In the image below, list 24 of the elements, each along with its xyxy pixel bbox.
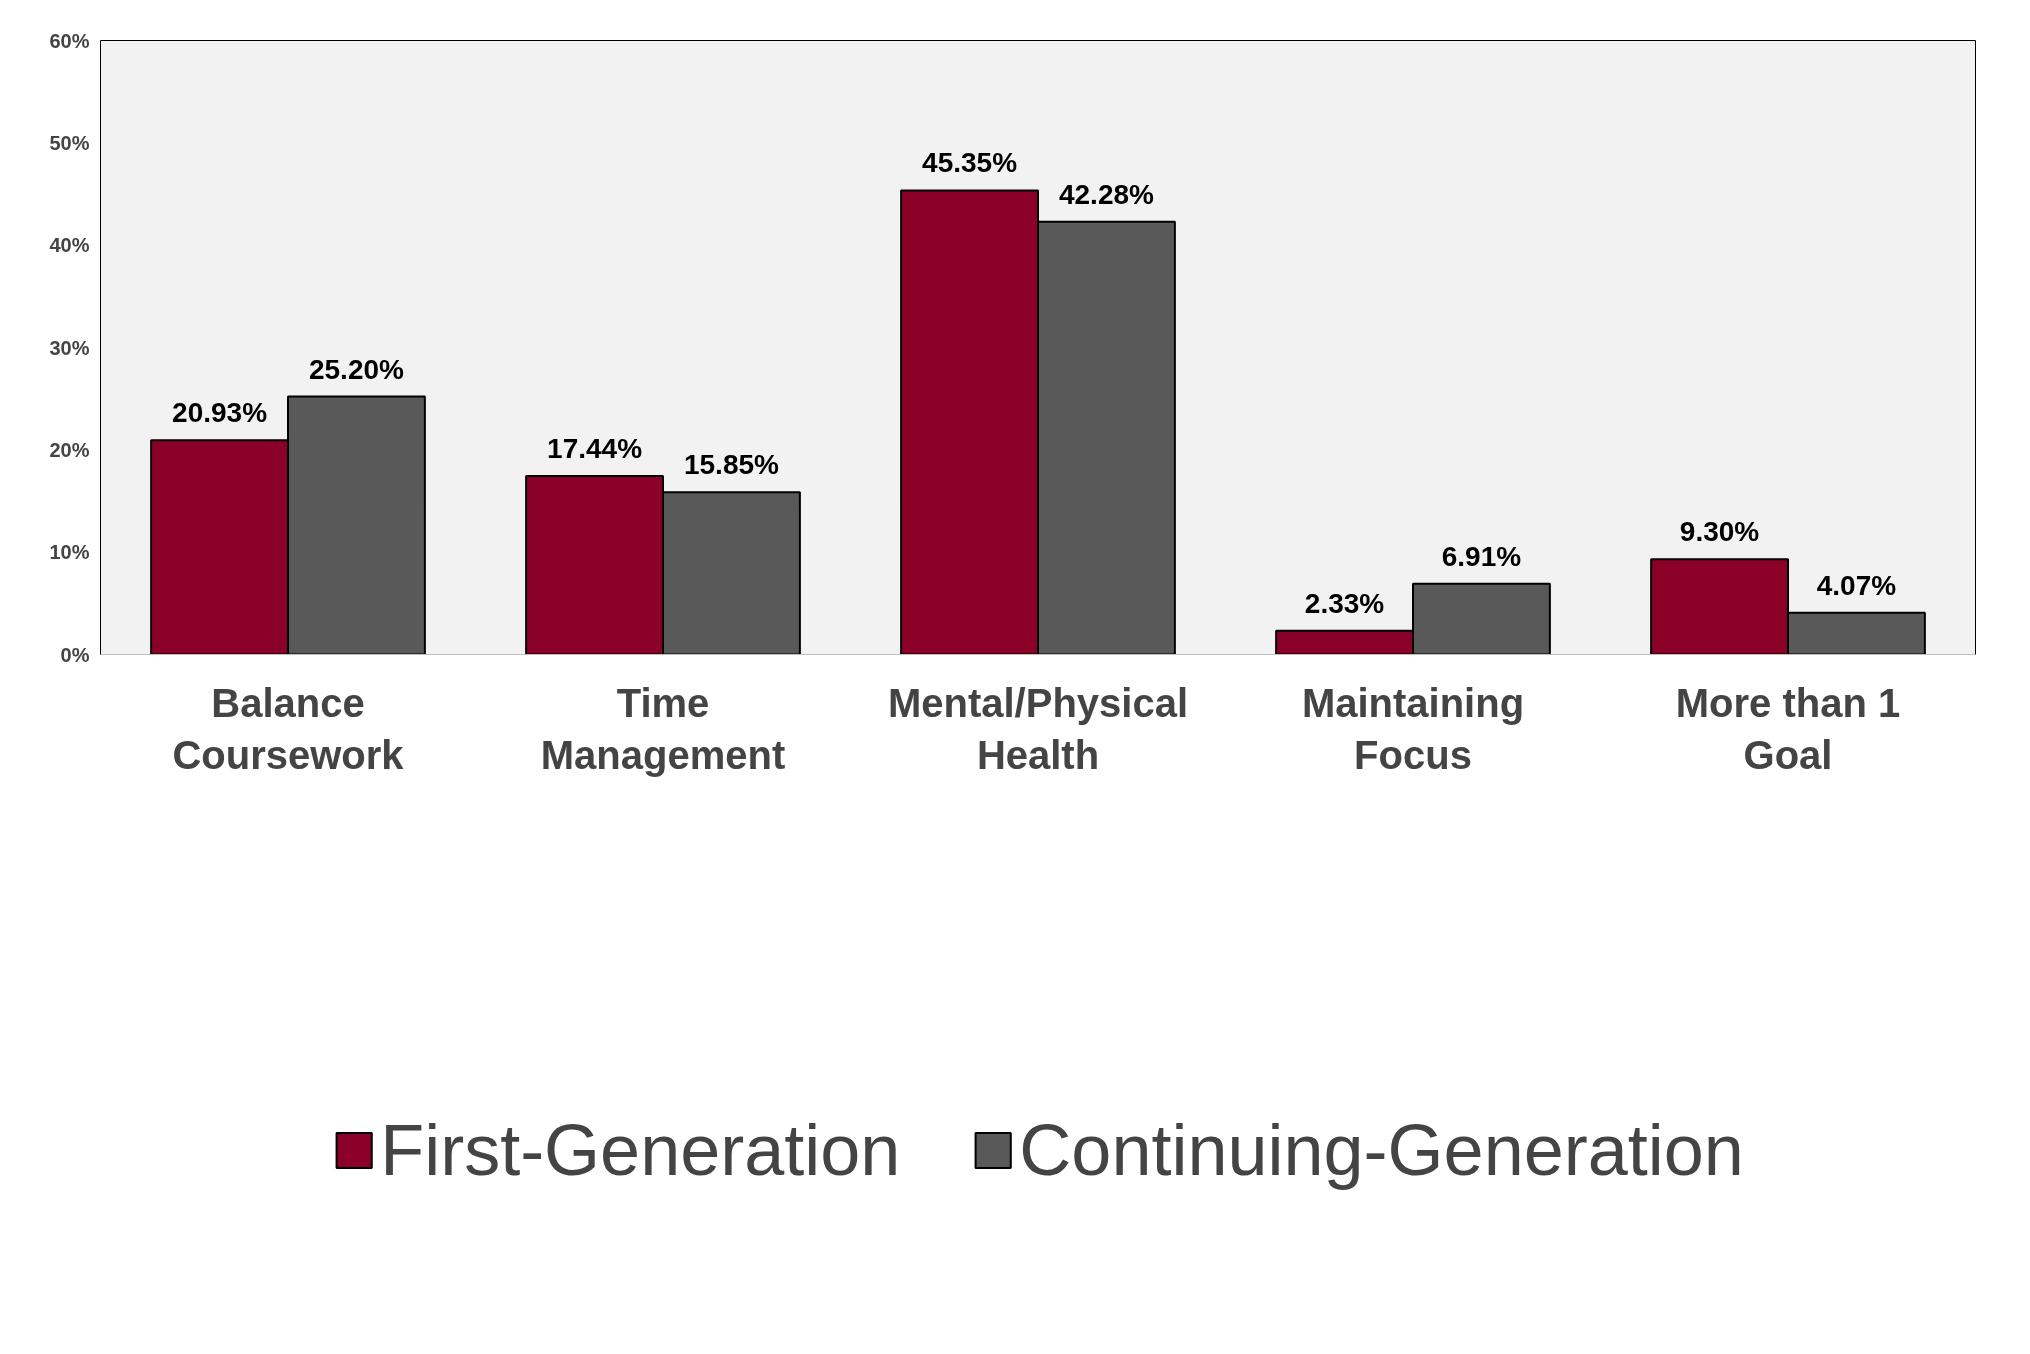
data-label: 15.85%	[683, 449, 780, 481]
data-label: 45.35%	[922, 147, 1018, 179]
y-tick-label: 10%	[49, 541, 90, 564]
y-tick-label: 40%	[49, 234, 90, 257]
data-label: 4.07%	[1816, 569, 1897, 601]
x-tick-label: Mental/Physical Health	[887, 680, 1189, 778]
y-tick-label: 20%	[49, 438, 90, 461]
data-label: 6.91%	[1441, 540, 1522, 572]
data-label: 25.20%	[308, 353, 405, 385]
data-label: 2.33%	[1304, 587, 1385, 619]
data-label: 17.44%	[547, 433, 643, 465]
data-label: 42.28%	[1058, 178, 1155, 210]
y-tick-label: 60%	[49, 29, 90, 52]
data-label: 20.93%	[172, 397, 268, 429]
data-label: 9.30%	[1679, 516, 1760, 548]
x-tick-label: Balance Coursework	[172, 680, 405, 778]
legend-label: First-Generation	[380, 1108, 901, 1191]
legend-label: Continuing-Generation	[1019, 1108, 1744, 1191]
y-tick-label: 30%	[49, 336, 90, 359]
y-tick-label: 0%	[60, 643, 90, 666]
x-tick-label: Maintaining Focus	[1301, 680, 1525, 778]
y-tick-label: 50%	[49, 131, 90, 154]
x-tick-label: Time Management	[540, 680, 786, 778]
x-tick-label: More than 1 Goal	[1675, 680, 1901, 778]
